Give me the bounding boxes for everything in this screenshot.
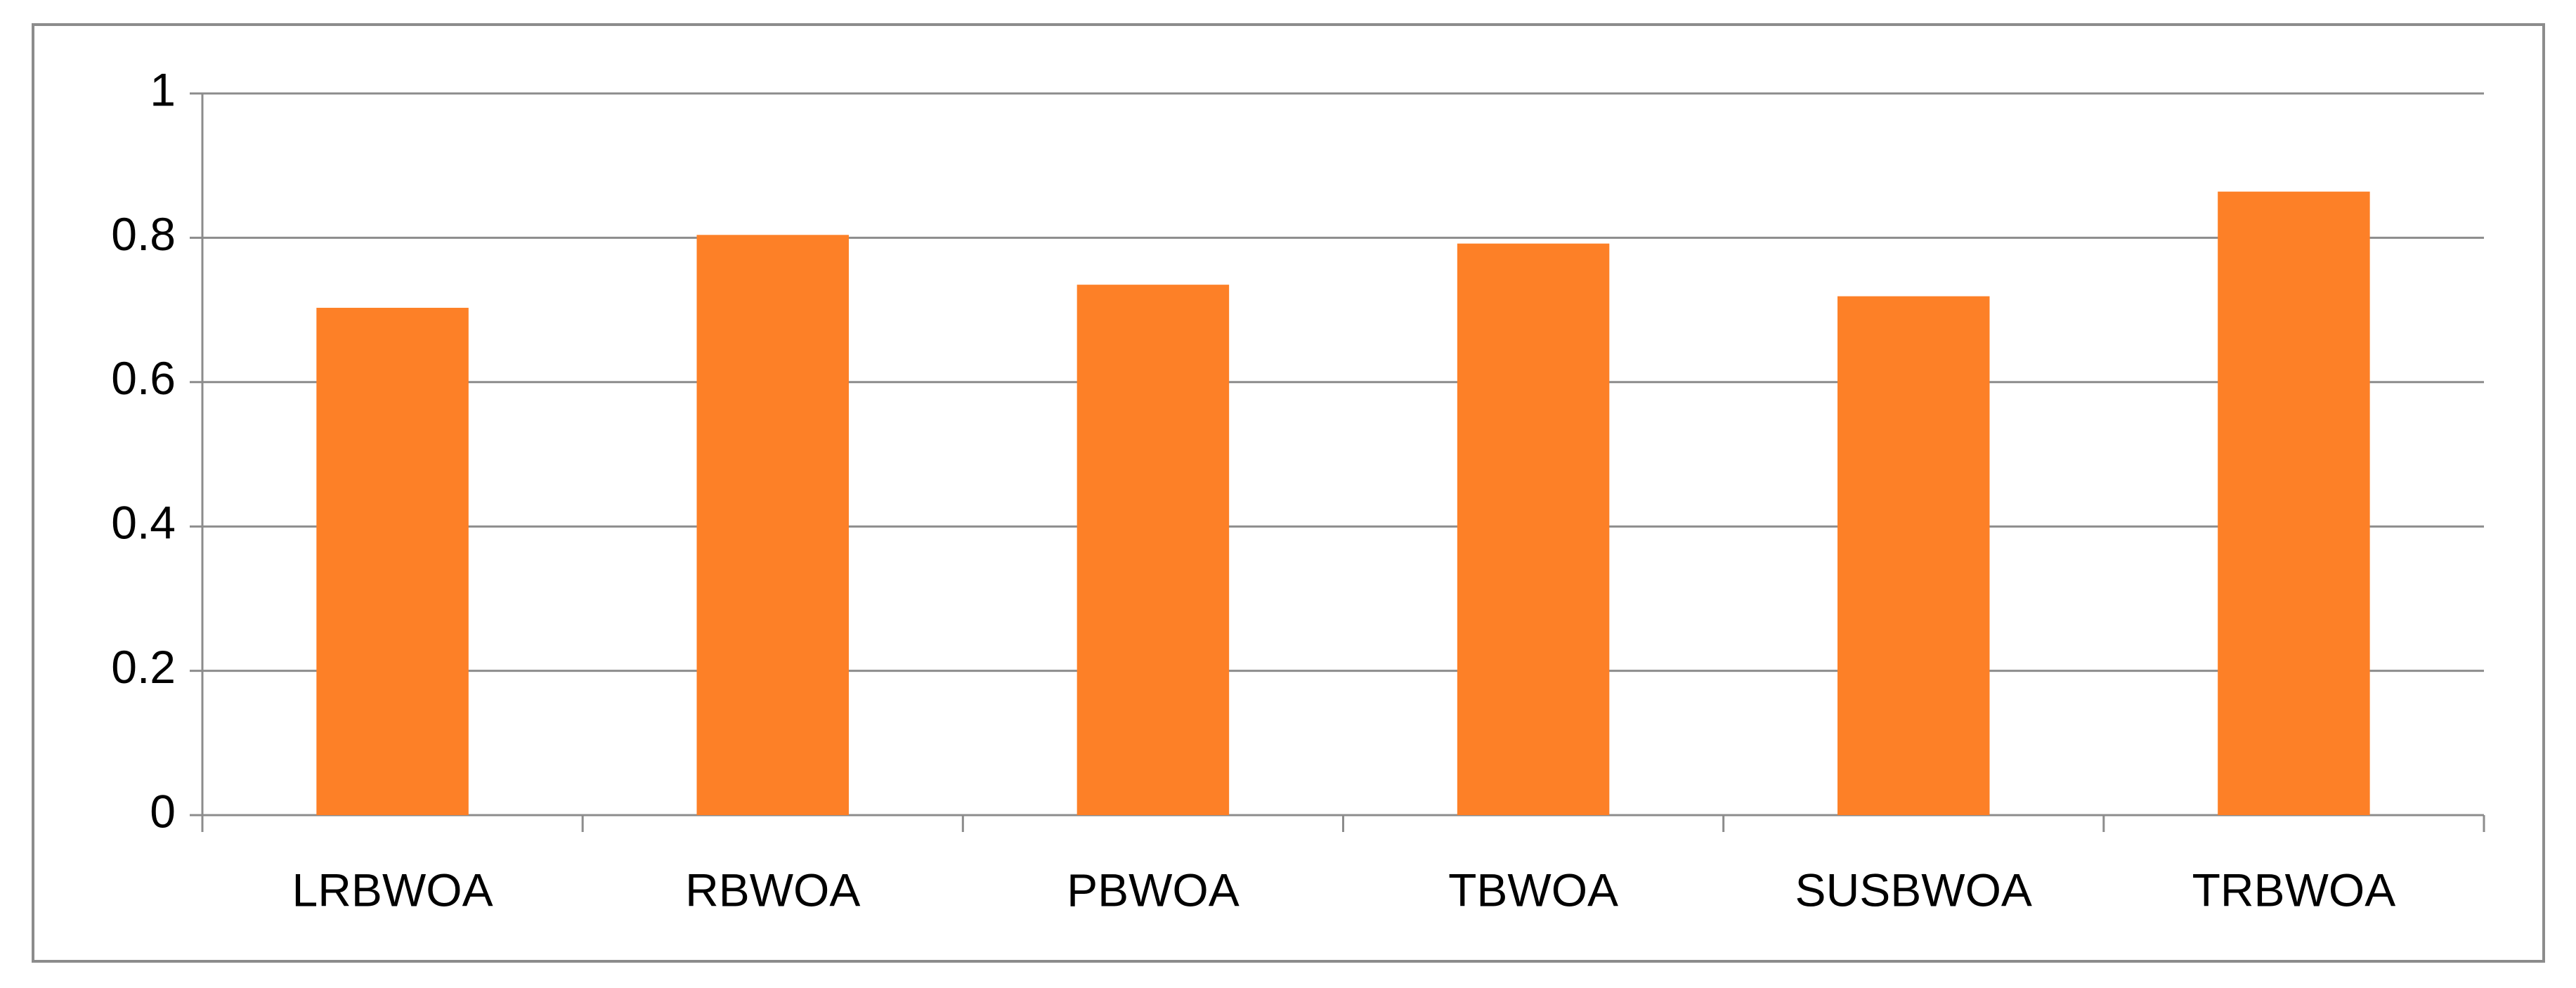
x-tick-label: SUSBWOA	[1795, 864, 2032, 916]
bar	[696, 235, 849, 815]
bar	[2218, 191, 2370, 815]
y-tick-label: 0	[150, 785, 176, 837]
x-tick-label: TRBWOA	[2192, 864, 2396, 916]
x-tick-label: PBWOA	[1067, 864, 1240, 916]
x-tick-label: RBWOA	[685, 864, 860, 916]
y-tick-label: 0.2	[111, 641, 176, 693]
x-tick-label: TBWOA	[1448, 864, 1618, 916]
bar	[1837, 296, 1990, 815]
y-tick-label: 1	[150, 63, 176, 115]
y-tick-label: 0.6	[111, 352, 176, 404]
x-tick-label: LRBWOA	[292, 864, 493, 916]
y-tick-label: 0.8	[111, 208, 176, 260]
bar	[1457, 243, 1610, 816]
bar	[1076, 285, 1230, 815]
y-tick-label: 0.4	[111, 497, 176, 549]
bar	[316, 308, 469, 815]
